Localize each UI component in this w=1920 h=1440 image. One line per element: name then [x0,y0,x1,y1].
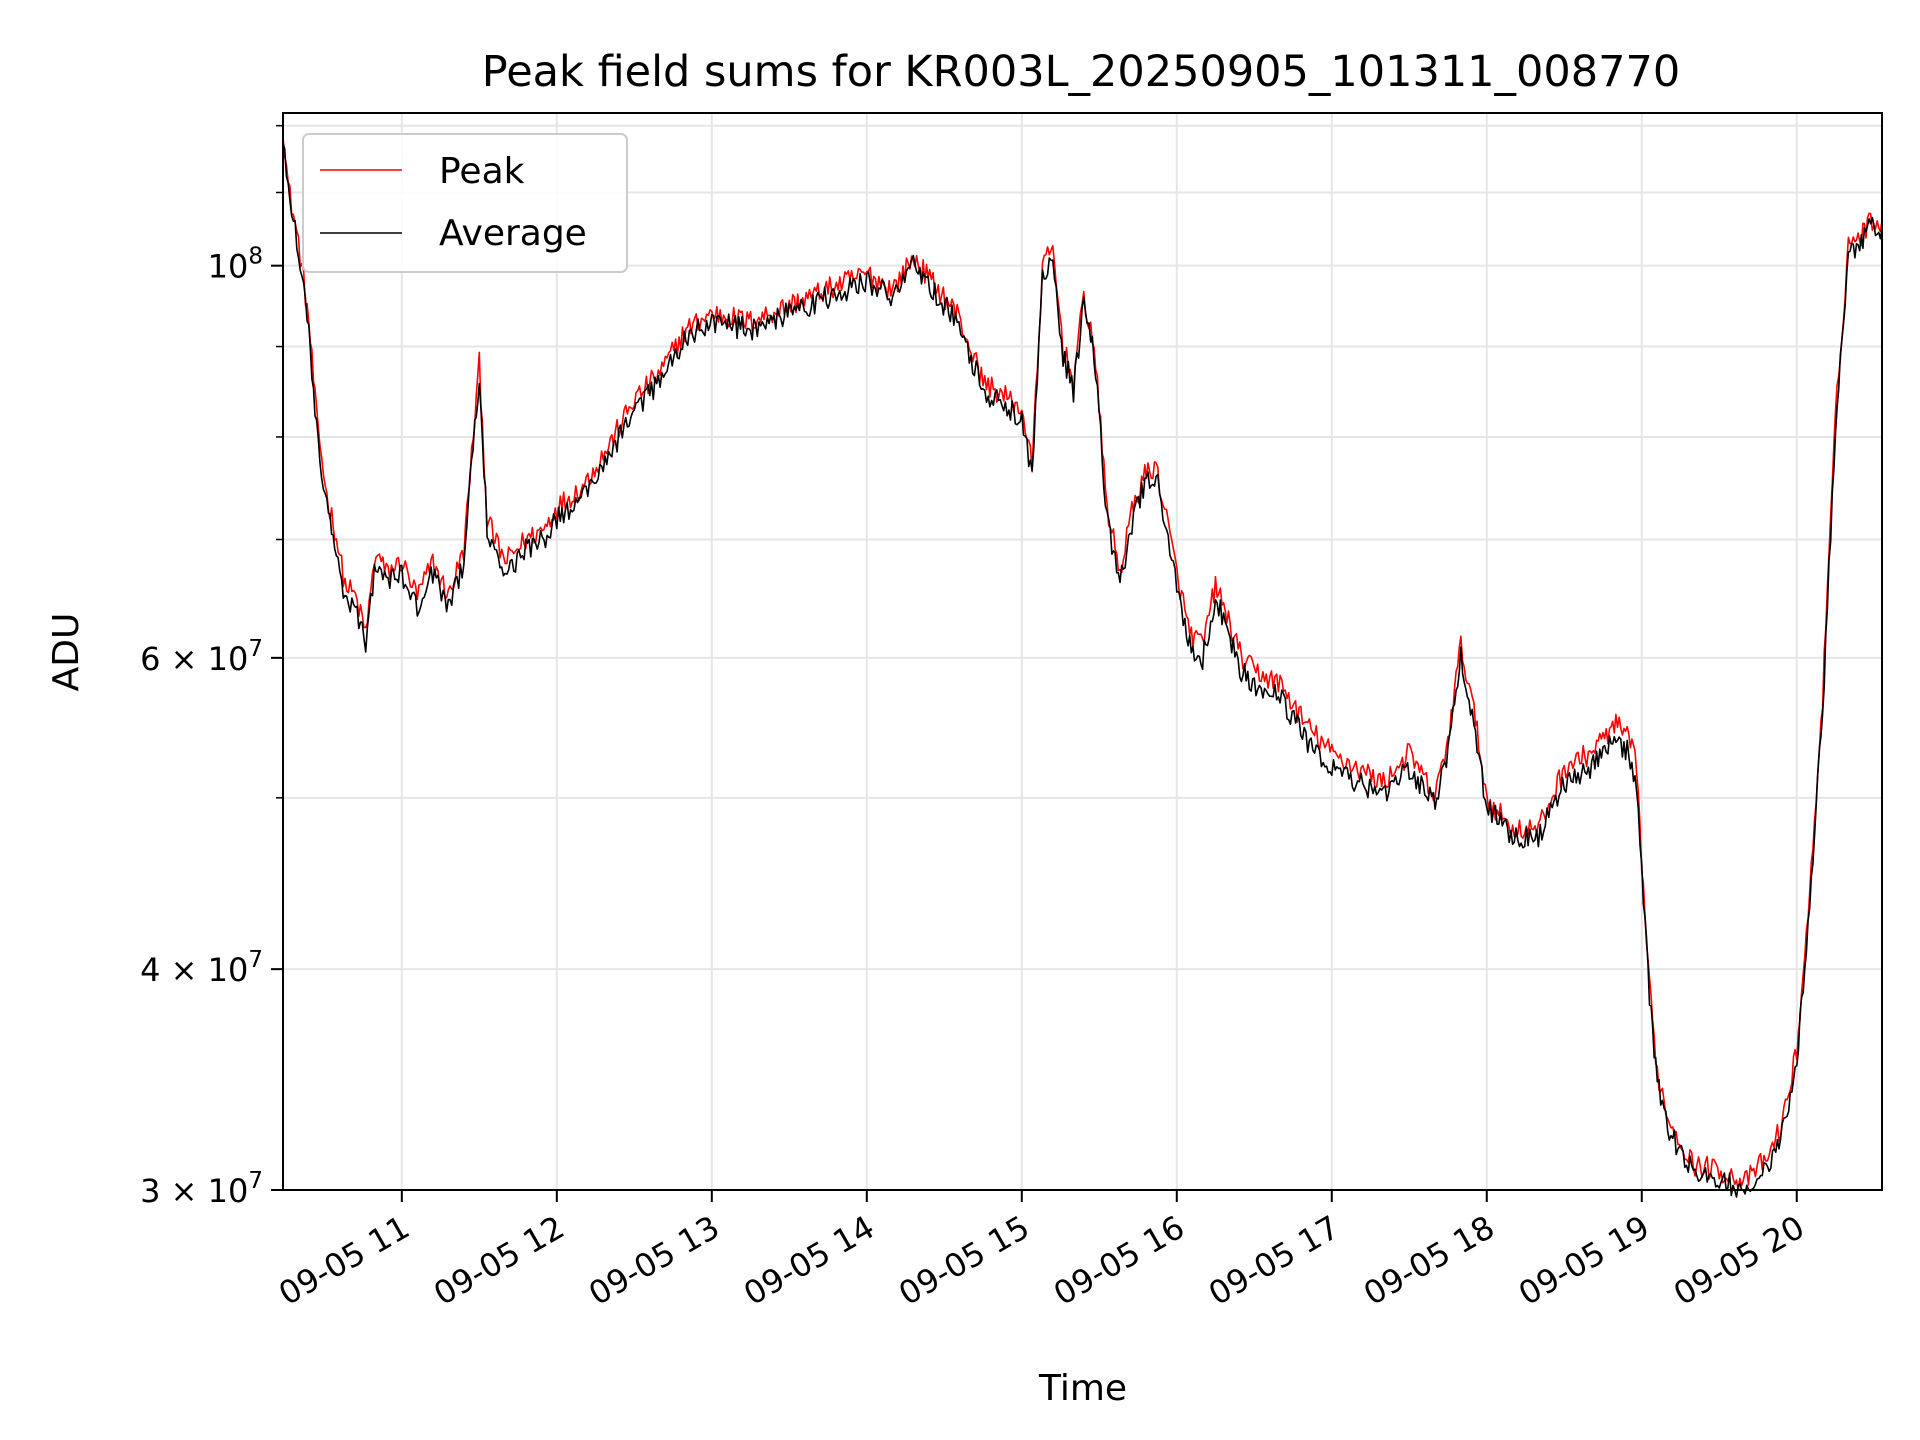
y-tick-label: 6 × 107 [140,636,263,678]
plot-frame [282,112,1883,1191]
series-layer [282,136,1883,1198]
y-tick-label: 108 [208,244,263,286]
legend-label-peak: Peak [439,151,525,192]
y-tick-label: 3 × 107 [140,1168,263,1210]
y-axis-ticks: 108 6 × 107 4 × 107 3 × 107 [140,124,283,1210]
x-axis-label: Time [1038,1368,1127,1409]
series-line-average [282,142,1883,1198]
y-axis-label: ADU [46,613,87,692]
y-tick-label: 4 × 107 [140,947,263,989]
legend: Peak Average [302,133,628,273]
legend-box [302,133,628,273]
legend-label-average: Average [439,213,587,254]
chart-title: Peak field sums for KR003L_20250905_1013… [482,47,1680,97]
